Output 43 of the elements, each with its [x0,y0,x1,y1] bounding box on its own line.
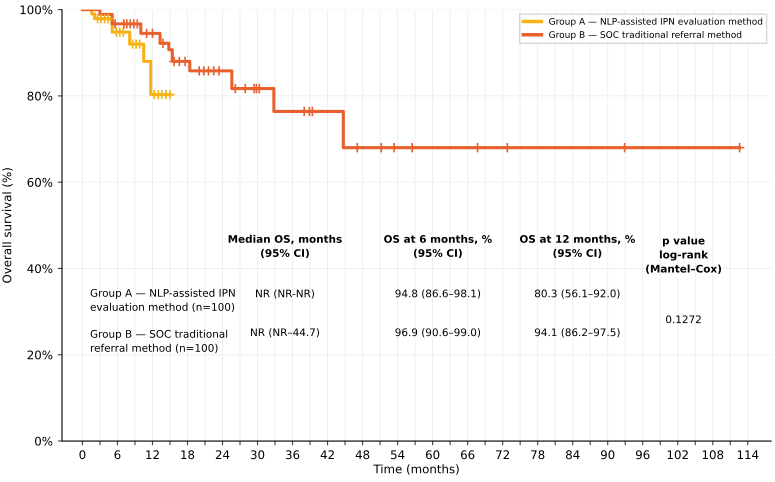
x-tick-label: 12 [146,450,159,460]
x-tick-label: 84 [566,450,580,460]
x-tick-label: 60 [426,450,440,460]
annotation: 94.8 (86.6–98.1) [395,289,480,299]
legend-label: Group B — SOC traditional referral method [549,31,742,40]
annotation: OS at 12 months, % (95% CI) [520,234,635,258]
x-tick-label: 18 [181,450,194,460]
annotation: p value log-rank (Mantel–Cox) [646,236,722,274]
x-tick-label: 108 [702,450,724,460]
x-tick-label: 90 [600,450,614,460]
annotation: Group B — SOC traditional referral method (n=100) [90,330,228,354]
annotation: 0.1272 [666,315,701,324]
annotation: 96.9 (90.6–99.0) [395,328,480,338]
x-tick-label: 6 [114,450,120,460]
x-tick-label: 96 [636,450,650,460]
x-tick-label: 54 [390,450,404,460]
annotation: Median OS, months (95% CI) [228,234,342,258]
y-tick-label: 80% [28,92,52,101]
annotation: 94.1 (86.2–97.5) [534,328,620,338]
annotation: 80.3 (56.1–92.0) [534,289,620,299]
annotation: NR (NR-NR) [256,289,314,299]
x-tick-label: 72 [496,450,509,460]
y-axis-title: Overall survival (%) [2,168,13,283]
x-tick-label: 102 [668,450,688,460]
y-tick-label: 0% [35,436,52,446]
annotation: OS at 6 months, % (95% CI) [384,234,492,258]
x-tick-label: 114 [738,450,758,460]
y-tick-label: 60% [28,178,52,187]
x-axis-title: Time (months) [373,464,459,475]
x-tick-label: 36 [286,450,300,460]
y-tick-label: 100% [20,5,52,14]
x-tick-label: 48 [356,450,370,460]
x-tick-label: 42 [320,450,334,460]
y-tick-label: 20% [28,350,52,360]
annotation: Group A — NLP-assisted IPN evaluation method (n=100) [90,288,235,312]
x-tick-label: 30 [250,450,264,460]
x-tick-label: 78 [531,450,544,460]
y-tick-label: 40% [27,264,52,274]
annotation: NR (NR–44.7) [251,328,320,338]
x-tick-label: 66 [460,450,474,460]
x-tick-label: 0 [79,450,86,460]
legend-label: Group A — NLP-assisted IPN evaluation method [549,18,762,26]
x-tick-label: 24 [216,450,230,460]
